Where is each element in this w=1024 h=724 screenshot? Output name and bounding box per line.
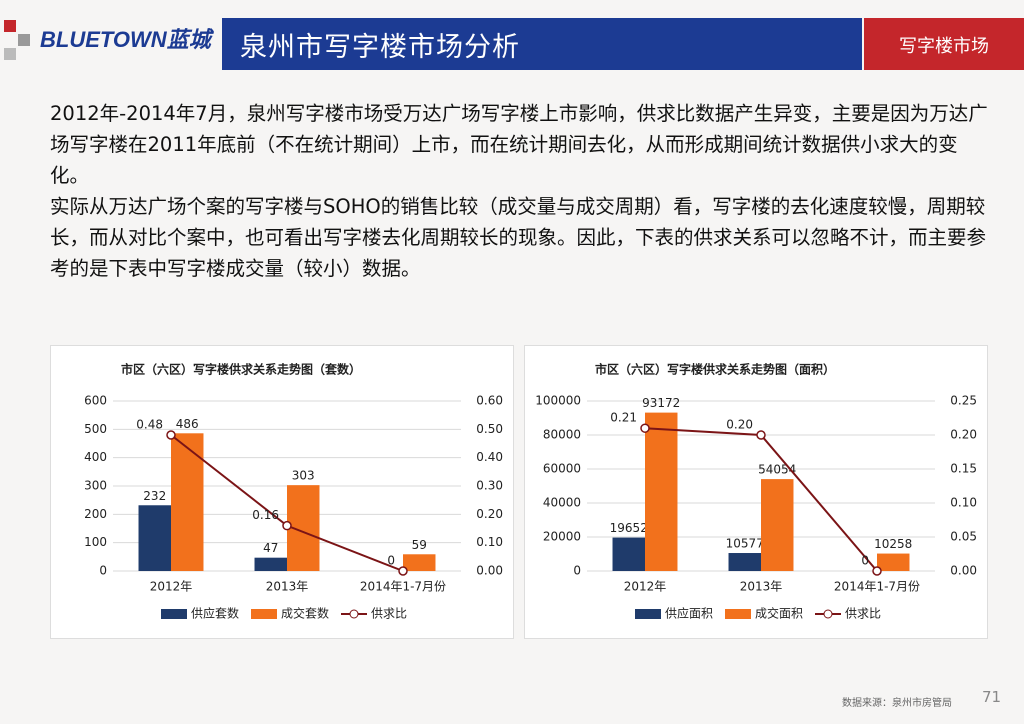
value-label: 0 bbox=[861, 554, 869, 568]
header-tag: 写字楼市场 bbox=[899, 36, 989, 57]
line-point bbox=[872, 566, 882, 576]
deco bbox=[4, 20, 16, 32]
chart: 市区（六区）写字楼供求关系走势图（套数） 0 100 200 300 400 500 600 0… bbox=[84, 362, 503, 621]
legend-label: 供应套数 bbox=[191, 606, 239, 621]
page-number: 71 bbox=[982, 688, 1002, 706]
chart: 市区（六区）写字楼供求关系走势图（面积） 0 20000 40000 60000 8000… bbox=[535, 362, 977, 621]
legend-label: 供求比 bbox=[845, 607, 881, 621]
tick-label: 100 bbox=[84, 535, 107, 549]
header-bar bbox=[222, 18, 862, 70]
tick-label: 0 bbox=[99, 564, 107, 578]
bar bbox=[728, 553, 761, 571]
x-tick-label: 2012年 bbox=[150, 580, 193, 594]
value-label: 0.48 bbox=[136, 418, 163, 432]
bar bbox=[877, 553, 910, 571]
value-label: 10258 bbox=[874, 537, 912, 551]
bar bbox=[138, 505, 171, 571]
paragraph: 实际从万达广场个案的写字楼与SOHO的销售比较（成交量与成交周期）看，写字楼的去… bbox=[50, 195, 987, 280]
chart-title: 市区（六区）写字楼供求关系走势图（套数） bbox=[121, 362, 361, 377]
logo: BLUETOWN蓝城 bbox=[40, 27, 211, 52]
tick-label: 100000 bbox=[535, 394, 581, 408]
x-tick-label: 2014年1-7月份 bbox=[360, 580, 446, 594]
body-text: 2012年-2014年7月，泉州写字楼市场受万达广场写字楼上市影响，供求比数据产… bbox=[50, 98, 995, 284]
value-label: 0 bbox=[387, 554, 395, 568]
legend-swatch bbox=[823, 609, 833, 619]
value-label: 19652 bbox=[610, 521, 648, 535]
tick-label: 60000 bbox=[543, 462, 581, 476]
tick-label: 500 bbox=[84, 422, 107, 436]
legend-swatch bbox=[161, 609, 187, 619]
tick-label: 0.50 bbox=[476, 422, 503, 436]
legend-label: 成交套数 bbox=[281, 606, 329, 621]
legend-label: 成交面积 bbox=[755, 606, 803, 621]
value-label: 93172 bbox=[642, 396, 680, 410]
legend-swatch bbox=[725, 609, 751, 619]
tick-label: 0.10 bbox=[950, 496, 977, 510]
value-label: 232 bbox=[143, 489, 166, 503]
bar bbox=[171, 433, 204, 571]
legend-swatch bbox=[349, 609, 359, 619]
tick-label: 0.25 bbox=[950, 394, 977, 408]
value-label: 47 bbox=[263, 541, 278, 555]
line-point bbox=[166, 430, 176, 440]
header-title: 泉州市写字楼市场分析 bbox=[240, 32, 520, 63]
tick-label: 0.20 bbox=[950, 428, 977, 442]
tick-label: 300 bbox=[84, 479, 107, 493]
chart-title: 市区（六区）写字楼供求关系走势图（面积） bbox=[595, 362, 835, 377]
tick-label: 0 bbox=[573, 564, 581, 578]
bar bbox=[612, 537, 645, 571]
tick-label: 0.15 bbox=[950, 462, 977, 476]
tick-label: 0.40 bbox=[476, 450, 503, 464]
value-label: 0.20 bbox=[726, 418, 753, 432]
paragraph: 2012年-2014年7月，泉州写字楼市场受万达广场写字楼上市影响，供求比数据产… bbox=[50, 102, 988, 187]
source: 数据来源：泉州市房管局 bbox=[842, 698, 952, 709]
tick-label: 0.60 bbox=[476, 394, 503, 408]
value-label: 59 bbox=[412, 538, 427, 552]
x-tick-label: 2013年 bbox=[266, 580, 309, 594]
x-tick-label: 2013年 bbox=[740, 580, 783, 594]
chart-panel: 市区（六区）写字楼供求关系走势图（套数） 0 100 200 300 400 500 600 0… bbox=[50, 345, 514, 639]
tick-label: 0.00 bbox=[476, 564, 503, 578]
value-label: 10577 bbox=[726, 537, 764, 551]
legend-label: 供应面积 bbox=[665, 606, 713, 621]
tick-label: 40000 bbox=[543, 496, 581, 510]
legend-swatch bbox=[635, 609, 661, 619]
chart-panel: 市区（六区）写字楼供求关系走势图（面积） 0 20000 40000 60000 8000… bbox=[524, 345, 988, 639]
tick-label: 200 bbox=[84, 507, 107, 521]
line-point bbox=[640, 423, 650, 433]
tick-label: 0.30 bbox=[476, 479, 503, 493]
value-label: 0.16 bbox=[252, 508, 279, 522]
bar bbox=[254, 557, 287, 571]
tick-label: 20000 bbox=[543, 530, 581, 544]
deco bbox=[18, 34, 30, 46]
bar bbox=[645, 412, 678, 571]
legend-label: 供求比 bbox=[371, 607, 407, 621]
tick-label: 400 bbox=[84, 450, 107, 464]
tick-label: 0.10 bbox=[476, 535, 503, 549]
line-point bbox=[398, 566, 408, 576]
deco bbox=[4, 48, 16, 60]
legend-swatch bbox=[251, 609, 277, 619]
tick-label: 0.00 bbox=[950, 564, 977, 578]
tick-label: 80000 bbox=[543, 428, 581, 442]
bar bbox=[761, 479, 794, 571]
line-point bbox=[282, 520, 292, 531]
bar bbox=[403, 554, 436, 571]
value-label: 486 bbox=[176, 417, 199, 431]
value-label: 303 bbox=[292, 469, 315, 483]
header-tag-box bbox=[864, 18, 1024, 70]
x-tick-label: 2014年1-7月份 bbox=[834, 580, 920, 594]
tick-label: 600 bbox=[84, 394, 107, 408]
value-label: 0.21 bbox=[610, 411, 637, 425]
tick-label: 0.20 bbox=[476, 507, 503, 521]
line-point bbox=[756, 430, 766, 440]
x-tick-label: 2012年 bbox=[624, 580, 667, 594]
tick-label: 0.05 bbox=[950, 530, 977, 544]
